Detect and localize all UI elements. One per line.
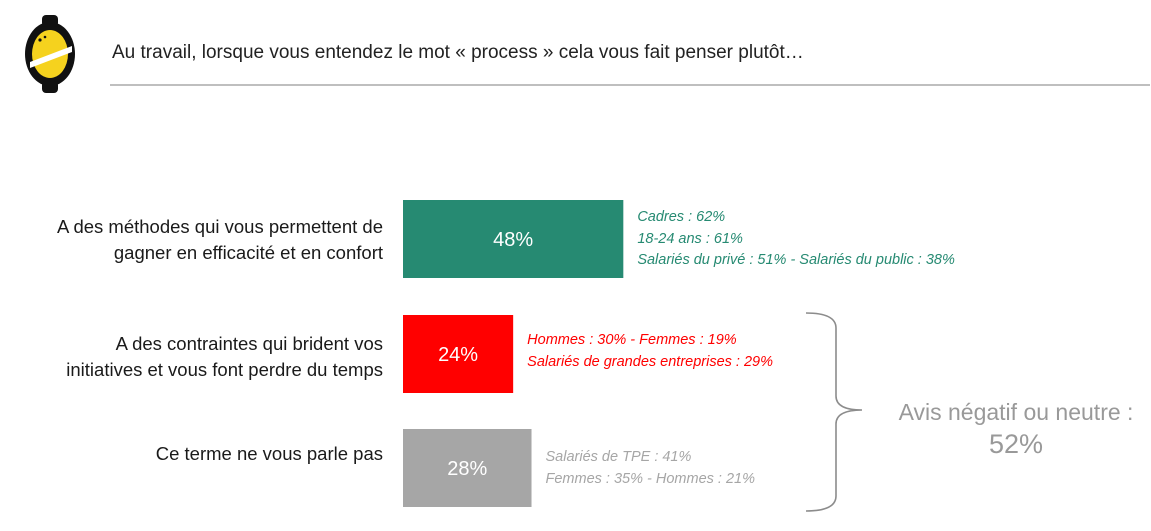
annotation-line: 18-24 ans : 61%	[637, 230, 743, 247]
group-bracket	[805, 312, 863, 512]
annotation-line: Cadres : 62%	[637, 209, 726, 225]
annotation-line: Salariés de TPE : 41%	[545, 449, 692, 465]
title-divider	[110, 84, 1150, 86]
bar-value-label: 48%	[493, 229, 533, 251]
bar-value-label: 28%	[447, 458, 487, 480]
annotation-group: Hommes : 30% - Femmes : 19% Salariés de …	[527, 330, 773, 373]
category-label: A des méthodes qui vous permettent de ga…	[57, 214, 383, 266]
category-label-line: Ce terme ne vous parle pas	[155, 443, 383, 464]
summary-callout: Avis négatif ou neutre : 52%	[876, 396, 1151, 460]
category-label-line: A des contraintes qui brident vos	[115, 333, 383, 354]
category-label-line: gagner en efficacité et en confort	[113, 242, 383, 263]
bar	[403, 429, 532, 507]
bar-value-label: 24%	[438, 344, 478, 366]
category-label: A des contraintes qui brident vos initia…	[66, 331, 383, 383]
category-label-line: A des méthodes qui vous permettent de	[56, 216, 383, 237]
annotation-line: Salariés du privé : 51% - Salariés du pu…	[637, 252, 955, 268]
annotation-line: Femmes : 35% - Hommes : 21%	[545, 470, 756, 487]
summary-label: Avis négatif ou neutre :	[898, 399, 1134, 425]
annotation-line: Hommes : 30% - Femmes : 19%	[527, 332, 737, 348]
annotation-group: Salariés de TPE : 41% Femmes : 35% - Hom…	[546, 447, 756, 490]
summary-value: 52%	[988, 429, 1044, 459]
annotation-line: Salariés de grandes entreprises : 29%	[527, 353, 773, 370]
category-label: Ce terme ne vous parle pas	[156, 441, 383, 467]
annotation-group: Cadres : 62% 18-24 ans : 61% Salariés du…	[637, 207, 955, 272]
lemon-logo-icon	[25, 15, 75, 93]
category-label-line: initiatives et vous font perdre du temps	[66, 359, 383, 380]
bar	[403, 315, 514, 393]
bar	[403, 200, 624, 278]
question-title: Au travail, lorsque vous entendez le mot…	[112, 42, 804, 63]
